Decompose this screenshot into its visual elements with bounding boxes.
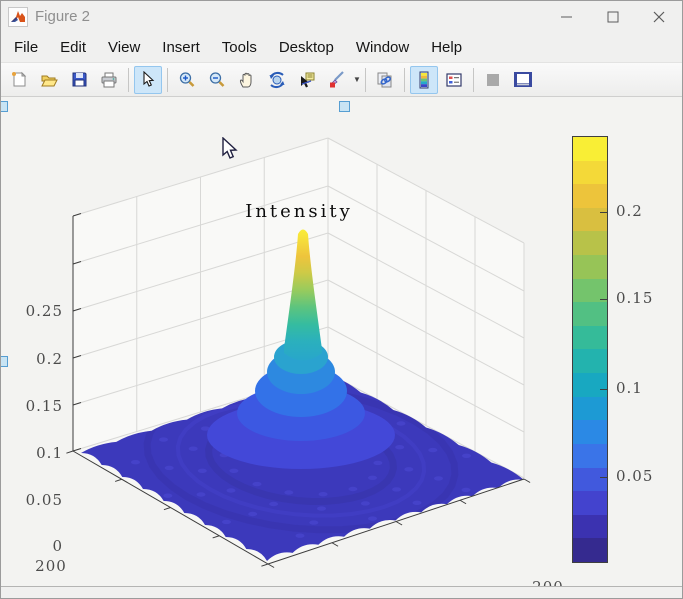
colorbar[interactable] [572,136,608,563]
colorbar-tick-label: 0.15 [616,289,654,307]
menu-desktop[interactable]: Desktop [278,38,334,56]
zoom-out-button[interactable] [203,66,231,94]
figure-toolbar: ▼ [1,62,682,97]
z-tick-label: 0.1 [36,444,63,462]
new-figure-button[interactable] [5,66,33,94]
selection-handle-top-center[interactable] [339,101,350,112]
menu-help[interactable]: Help [431,38,463,56]
colorbar-tick [600,389,607,390]
menu-insert[interactable]: Insert [162,38,200,56]
menu-file[interactable]: File [14,38,39,56]
menu-window[interactable]: Window [355,38,410,56]
grid-lines [72,137,525,479]
y-axis-tick-label: 200 [35,557,67,575]
save-figure-button[interactable] [65,66,93,94]
figure-canvas[interactable]: Intensity 0.25 0.2 0.15 0.1 0.05 0 200 1… [1,97,683,598]
title-bar[interactable]: Figure 2 [1,1,682,32]
z-tick-label: 0 [52,537,63,555]
show-plot-tools-dock-button[interactable] [509,66,537,94]
z-tick-label: 0.05 [25,491,63,509]
link-plot-button[interactable] [371,66,399,94]
z-tick-label: 0.15 [25,397,63,415]
matlab-logo-icon [8,6,28,27]
menu-view[interactable]: View [108,38,141,56]
rotate-3d-button[interactable] [263,66,291,94]
colorbar-tick-label: 0.1 [616,379,643,397]
selection-handle-top-left[interactable] [1,101,8,112]
surface-peak[interactable] [284,229,322,361]
insert-legend-button[interactable] [440,66,468,94]
hide-plot-tools-button[interactable] [479,66,507,94]
window-title: Figure 2 [35,8,91,25]
toolbar-separator [364,67,366,92]
z-tick-label: 0.25 [25,302,63,320]
menu-edit[interactable]: Edit [60,38,87,56]
data-cursor-button[interactable] [293,66,321,94]
toolbar-separator [403,67,405,92]
colorbar-tick-label: 0.2 [616,202,643,220]
axis-lines [66,213,531,568]
colorbar-tick [600,477,607,478]
plot-title: Intensity [245,201,353,222]
colorbar-tick [600,212,607,213]
open-file-button[interactable] [35,66,63,94]
toolbar-separator [128,67,129,92]
pan-button[interactable] [233,66,261,94]
print-figure-button[interactable] [95,66,123,94]
brush-button[interactable] [323,66,351,94]
toolbar-separator [167,67,168,92]
close-button[interactable] [636,1,682,32]
window-bottom-edge [1,586,682,598]
toolbar-separator [472,67,474,92]
colorbar-tick [600,299,607,300]
brush-dropdown-caret[interactable]: ▼ [353,75,361,84]
menu-tools[interactable]: Tools [221,38,257,56]
zoom-in-button[interactable] [173,66,201,94]
surface-plot[interactable] [1,97,683,586]
insert-colorbar-button[interactable] [409,65,438,94]
maximize-button[interactable] [590,1,636,32]
edit-plot-button[interactable] [134,65,162,94]
z-tick-label: 0.2 [36,350,63,368]
selection-handle-left-middle[interactable] [1,356,8,367]
minimize-button[interactable] [544,1,590,32]
menu-bar: File Edit View Insert Tools Desktop Wind… [1,32,682,62]
mouse-cursor [219,136,239,166]
colorbar-tick-label: 0.05 [616,467,654,485]
